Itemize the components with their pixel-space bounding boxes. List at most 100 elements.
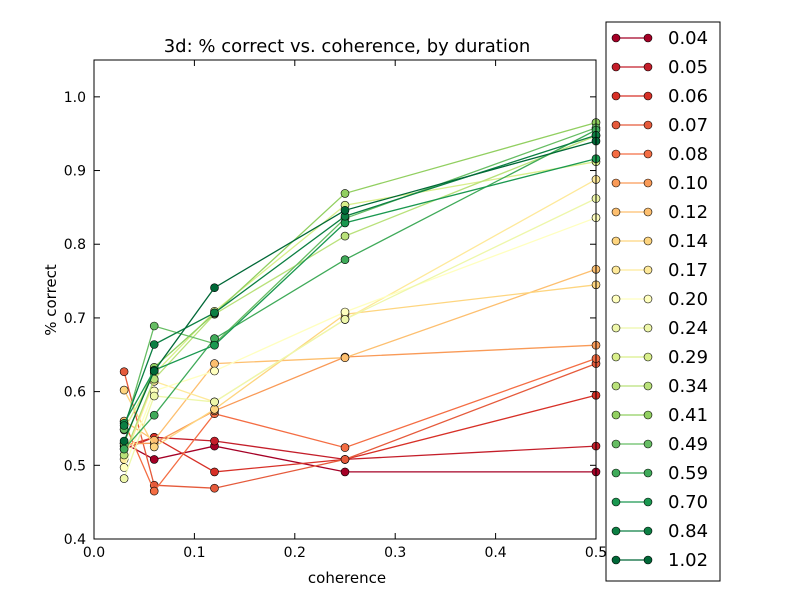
data-point — [340, 307, 350, 317]
data-point — [340, 206, 350, 215]
legend-marker — [643, 294, 653, 304]
data-point — [210, 340, 219, 350]
legend-marker — [643, 207, 653, 217]
data-point — [119, 367, 129, 377]
legend-marker — [643, 410, 653, 420]
series-line — [123, 442, 596, 473]
y-tick-label: 1.0 — [64, 90, 86, 106]
series-0.06 — [119, 390, 601, 477]
x-tick-label: 0.1 — [183, 545, 205, 561]
legend-marker — [643, 323, 653, 333]
legend-entry: 0.84 — [611, 521, 708, 542]
x-tick-label: 0.5 — [585, 545, 607, 561]
legend-marker — [643, 555, 653, 565]
legend-marker — [643, 352, 653, 362]
legend-label: 0.29 — [668, 347, 708, 368]
data-point — [210, 467, 219, 477]
data-point — [340, 455, 350, 464]
legend-label: 0.59 — [668, 463, 708, 484]
legend-marker — [643, 468, 653, 478]
legend-marker — [611, 352, 621, 362]
legend-label: 0.20 — [668, 289, 708, 310]
legend-entry: 0.06 — [611, 86, 708, 107]
data-point — [149, 442, 159, 452]
series-0.59 — [119, 125, 601, 454]
data-point — [210, 308, 219, 318]
legend-entry: 0.12 — [611, 202, 708, 223]
legend-marker — [611, 265, 621, 275]
legend-marker — [611, 207, 621, 217]
legend-entry: 0.59 — [611, 463, 708, 484]
data-point — [340, 231, 350, 241]
legend-marker — [611, 555, 621, 565]
legend-marker — [611, 33, 621, 43]
series-0.24 — [119, 194, 601, 483]
data-point — [149, 391, 159, 401]
legend-label: 0.10 — [668, 173, 708, 194]
series-0.08 — [119, 354, 601, 496]
legend-entry: 1.02 — [611, 550, 708, 571]
legend-entry: 0.14 — [611, 231, 708, 252]
y-axis-label: % correct — [42, 264, 60, 336]
data-point — [210, 359, 219, 368]
series-0.49 — [119, 123, 601, 434]
data-point — [119, 436, 129, 446]
legend-label: 0.12 — [668, 202, 708, 223]
legend-marker — [611, 62, 621, 72]
series-line — [123, 161, 597, 431]
data-point — [119, 474, 129, 483]
legend-marker — [643, 62, 653, 72]
series-line — [123, 178, 597, 460]
legend-label: 0.14 — [668, 231, 708, 252]
y-tick-label: 0.6 — [64, 385, 86, 401]
legend-label: 0.06 — [668, 86, 708, 107]
legend-marker — [611, 294, 621, 304]
x-tick-label: 0.0 — [83, 545, 105, 561]
series-line — [123, 394, 597, 473]
legend-marker — [611, 468, 621, 478]
legend-entry: 0.24 — [611, 318, 708, 339]
legend-marker — [611, 526, 621, 536]
legend-label: 0.84 — [668, 521, 708, 542]
data-point — [210, 366, 219, 376]
data-point — [119, 385, 129, 395]
y-tick-label: 0.7 — [64, 311, 86, 327]
y-tick-label: 0.5 — [64, 458, 86, 474]
legend-entry: 0.07 — [611, 115, 708, 136]
plot-area-frame — [93, 59, 597, 540]
x-tick-label: 0.2 — [284, 545, 306, 561]
series-line — [123, 357, 597, 493]
legend-label: 1.02 — [668, 550, 708, 571]
legend-marker — [611, 178, 621, 188]
legend-label: 0.24 — [668, 318, 708, 339]
series-line — [123, 140, 597, 442]
legend-entry: 0.70 — [611, 492, 708, 513]
series-0.04 — [119, 438, 601, 477]
legend-entry: 0.29 — [611, 347, 708, 368]
legend-entry: 0.49 — [611, 434, 708, 455]
data-point — [340, 467, 350, 477]
legend-marker — [611, 497, 621, 507]
legend-label: 0.70 — [668, 492, 708, 513]
data-point — [119, 421, 129, 430]
series-line — [123, 284, 597, 448]
legend-entry: 0.34 — [611, 376, 708, 397]
legend-marker — [643, 33, 653, 43]
data-point — [340, 353, 350, 363]
series-0.70 — [119, 154, 601, 428]
legend-marker — [611, 236, 621, 246]
legend-marker — [643, 178, 653, 188]
data-point — [340, 443, 350, 452]
legend-label: 0.34 — [668, 376, 708, 397]
data-point — [149, 340, 159, 349]
legend-marker — [643, 381, 653, 391]
legend-label: 0.05 — [668, 57, 708, 78]
legend-entry: 0.20 — [611, 289, 708, 310]
legend-label: 0.17 — [668, 260, 708, 281]
legend-marker — [643, 439, 653, 449]
legend-marker — [643, 120, 653, 130]
legend-label: 0.41 — [668, 405, 708, 426]
legend-marker — [611, 439, 621, 449]
y-tick-label: 0.8 — [64, 237, 86, 253]
